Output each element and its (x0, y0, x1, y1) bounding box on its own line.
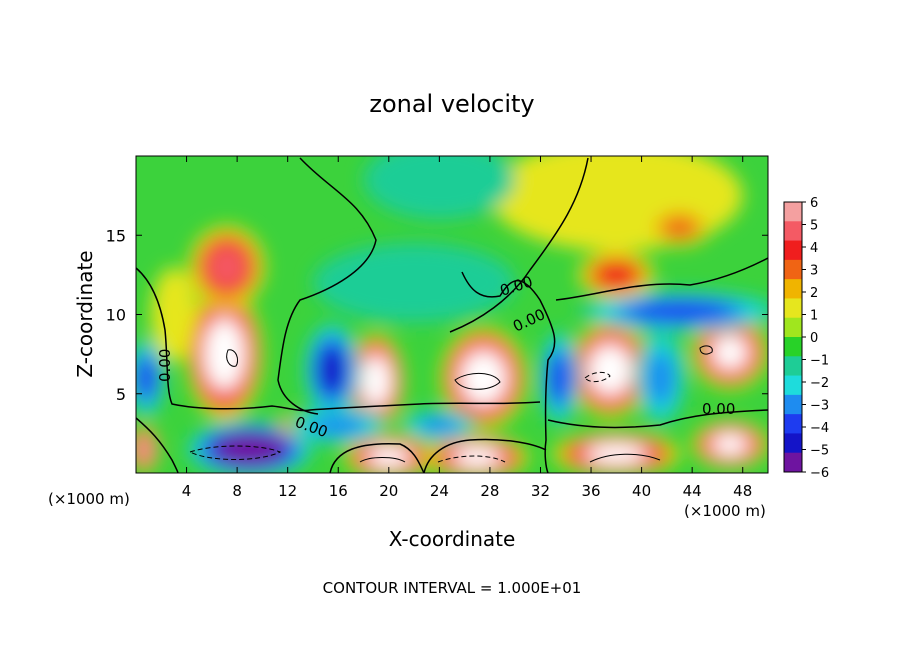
colorbar-label: 4 (810, 241, 818, 256)
field-cell (208, 325, 241, 383)
colorbar-swatch (784, 279, 802, 299)
colorbar-swatch (784, 414, 802, 434)
colorbar-swatch (784, 240, 802, 261)
field-cell (208, 247, 246, 287)
small-contour (226, 349, 239, 367)
y-axis-label: Z-coordinate (73, 250, 97, 377)
zero-contour-line (555, 257, 768, 301)
zero-contour-line (329, 442, 425, 473)
field-cell (136, 357, 156, 399)
colorbar-label: −3 (810, 399, 829, 414)
field-cell (136, 438, 151, 461)
field-cell (627, 300, 732, 322)
colorbar-label: 1 (810, 309, 818, 324)
field-cell (713, 433, 747, 455)
x-tick-label: 32 (531, 482, 550, 500)
colorbar-swatch (784, 433, 802, 454)
x-tick-label: 20 (379, 482, 398, 500)
field-cell (661, 216, 698, 239)
colorbar-swatch (784, 298, 802, 319)
colorbar-label: −5 (810, 444, 829, 459)
field-cell (549, 353, 570, 403)
zero-contour-line (461, 271, 556, 473)
field-cell (151, 266, 197, 363)
x-axis: 4 8 12 16 20 24 28 32 36 40 44 48 (182, 156, 752, 500)
field-cell (588, 444, 645, 464)
colorbar-swatch (784, 259, 802, 280)
field-cell (318, 347, 346, 393)
colorbar-swatch (784, 337, 802, 357)
x-tick-label: 16 (329, 482, 348, 500)
colorbar-swatch (784, 202, 802, 222)
colorbar-swatch (784, 375, 802, 396)
field-cell (345, 256, 483, 310)
y-tick-label: 10 (106, 306, 126, 325)
field-cell (646, 350, 675, 405)
small-contour (584, 371, 611, 383)
field-cell (454, 447, 500, 467)
small-contour (454, 373, 501, 390)
colorbar-label: −1 (810, 354, 829, 369)
field-cell (364, 360, 389, 402)
x-tick-label: 44 (683, 482, 702, 500)
small-contour (188, 445, 282, 460)
zero-contour-line (547, 409, 768, 429)
colorbar: 6 5 4 3 2 1 0 −1 −2 −3 −4 −5 −6 (783, 196, 829, 481)
small-contour (589, 453, 661, 463)
colorbar-label: 6 (810, 196, 818, 211)
field-cell (713, 336, 747, 369)
field-cell (369, 447, 409, 467)
contour-interval-note: CONTOUR INTERVAL = 1.000E+01 (323, 579, 582, 597)
plot-area: 0.00 0.00 0.00 0.00 0.00 4 8 12 16 20 24 28 32 3… (106, 155, 769, 500)
velocity-field (136, 156, 768, 473)
colorbar-swatch (784, 221, 802, 242)
colorbar-swatch (784, 452, 802, 473)
x-tick-label: 4 (182, 482, 192, 500)
colorbar-swatch (784, 317, 802, 338)
field-cell (596, 262, 636, 288)
x-tick-label: 48 (733, 482, 752, 500)
x-tick-label: 28 (480, 482, 499, 500)
y-tick-label: 5 (116, 385, 126, 404)
x-unit-left: (×1000 m) (48, 490, 130, 508)
colorbar-swatch (784, 356, 802, 377)
zero-contours (136, 157, 768, 473)
x-tick-label: 8 (232, 482, 242, 500)
contour-label: 0.00 (702, 400, 735, 418)
colorbar-label: 3 (810, 264, 818, 279)
small-contour (359, 457, 406, 463)
colorbar-label: −6 (810, 466, 829, 481)
colorbar-label: 2 (810, 286, 818, 301)
chart-title: zonal velocity (369, 90, 534, 118)
y-axis: 5 10 15 (106, 226, 768, 404)
colorbar-swatch (784, 394, 802, 415)
colorbar-label: −4 (810, 421, 829, 436)
zero-contour-line (277, 157, 377, 415)
x-unit-right: (×1000 m) (684, 502, 766, 520)
field-cell (592, 349, 628, 391)
x-tick-label: 40 (632, 482, 651, 500)
x-tick-label: 36 (581, 482, 600, 500)
field-cell (309, 414, 367, 437)
field-cell (388, 156, 491, 207)
colorbar-label: 5 (810, 219, 818, 234)
zero-contour-line (136, 267, 541, 412)
x-axis-label: X-coordinate (389, 527, 516, 551)
colorbar-label: 0 (810, 331, 818, 346)
field-cell (417, 416, 461, 435)
x-tick-label: 24 (430, 482, 449, 500)
field-cell (221, 436, 278, 462)
zero-contour-line (136, 417, 179, 473)
small-contour (699, 345, 713, 355)
small-contour (437, 455, 506, 463)
zero-contour-line (449, 157, 589, 333)
x-tick-label: 12 (278, 482, 297, 500)
colorbar-label: −2 (810, 376, 829, 391)
contour-label: 0.00 (156, 349, 174, 382)
zero-contour-line (423, 438, 547, 473)
y-tick-label: 15 (106, 226, 126, 245)
